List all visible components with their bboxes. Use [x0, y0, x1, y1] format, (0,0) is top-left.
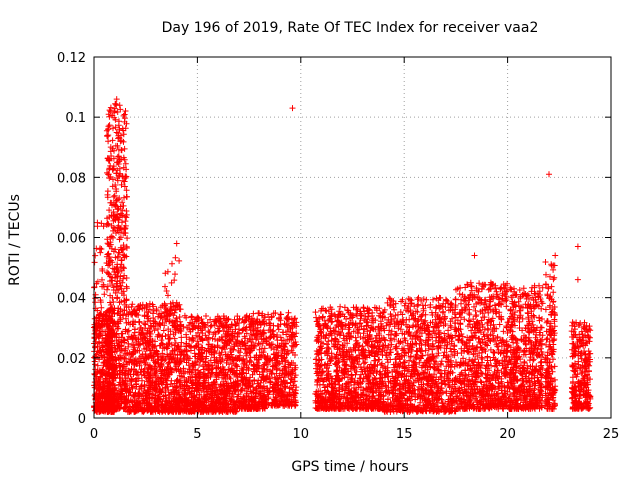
data-point [96, 317, 103, 324]
data-point [371, 357, 378, 364]
data-point [120, 202, 127, 209]
data-point [105, 132, 112, 139]
data-point [99, 366, 106, 373]
data-point [104, 286, 110, 293]
data-point [99, 323, 106, 329]
data-point [121, 111, 128, 118]
data-point [106, 175, 113, 182]
data-point [277, 311, 284, 318]
data-point [94, 223, 101, 230]
data-point [97, 403, 104, 410]
data-point [313, 314, 320, 321]
data-point [101, 353, 107, 360]
data-point [109, 137, 116, 144]
data-point [105, 138, 112, 145]
data-point [98, 304, 105, 311]
data-point [169, 260, 175, 267]
data-point [99, 267, 106, 274]
data-point [94, 362, 101, 369]
data-point [91, 259, 98, 266]
data-point [97, 297, 104, 304]
data-point [94, 368, 101, 375]
data-point [97, 311, 103, 318]
data-point [121, 229, 128, 236]
data-point [160, 327, 167, 334]
data-point [104, 133, 111, 140]
data-point [246, 357, 253, 364]
data-point [95, 377, 102, 384]
scatter-points [91, 96, 594, 415]
data-point [93, 378, 100, 385]
data-point [92, 299, 99, 306]
data-point [92, 371, 99, 378]
data-point [113, 102, 120, 109]
data-point [325, 338, 332, 345]
data-point [91, 358, 98, 365]
data-point [104, 283, 111, 290]
data-point [94, 278, 101, 285]
data-point [136, 319, 142, 326]
data-point [94, 348, 101, 355]
data-point [274, 337, 281, 344]
data-point [120, 131, 127, 138]
data-point [159, 350, 166, 357]
data-point [285, 309, 292, 316]
data-point [94, 324, 101, 331]
data-point [191, 350, 198, 357]
data-point [108, 233, 115, 240]
data-point [348, 371, 355, 378]
data-point [375, 356, 382, 363]
data-point [176, 257, 183, 264]
data-point [91, 315, 98, 322]
data-point [358, 371, 364, 378]
data-point [121, 145, 128, 152]
data-point [323, 331, 330, 338]
data-point [172, 271, 178, 278]
data-point [99, 384, 106, 391]
data-point [203, 313, 209, 319]
data-point [337, 303, 344, 310]
data-point [312, 309, 319, 316]
data-point [166, 335, 173, 342]
data-point [250, 310, 257, 317]
data-point [172, 254, 179, 261]
data-point [92, 252, 99, 259]
data-point [97, 332, 104, 339]
data-point [98, 393, 105, 400]
data-point [238, 386, 245, 393]
data-point [125, 327, 132, 334]
data-point [96, 339, 103, 346]
data-point [101, 291, 108, 298]
data-point [104, 188, 111, 195]
data-point [124, 193, 130, 200]
data-point [98, 369, 105, 376]
data-point [99, 276, 105, 283]
data-point [94, 409, 101, 415]
